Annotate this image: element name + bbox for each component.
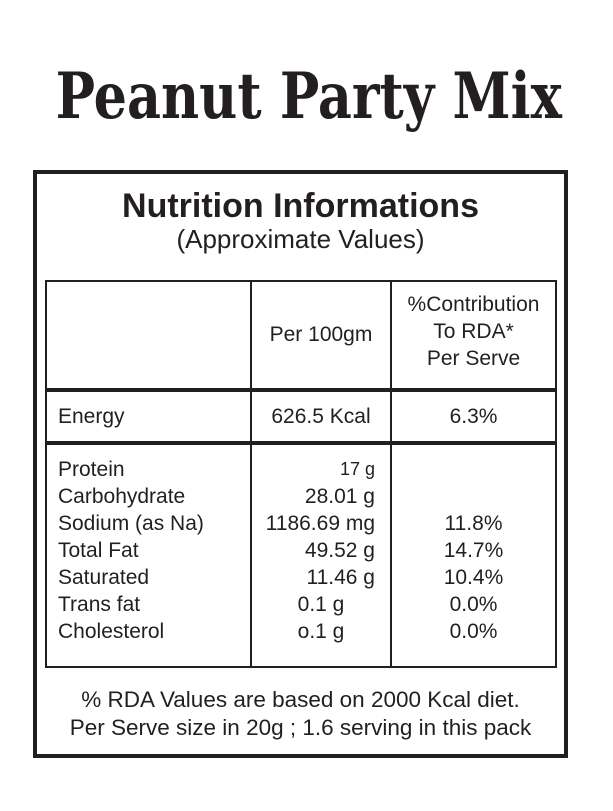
header-rda-cell: %Contribution To RDA* Per Serve <box>392 282 555 388</box>
nutrient-rda-value <box>392 456 555 483</box>
header-rda-line-1: %Contribution <box>407 293 540 316</box>
nutrient-label-column: Protein Carbohydrate Sodium (as Na) Tota… <box>47 445 252 666</box>
footnote: % RDA Values are based on 2000 Kcal diet… <box>37 686 564 742</box>
nutrient-rda-value: 0.0% <box>449 593 498 616</box>
nutrient-rda-value: 14.7% <box>443 539 504 562</box>
nutrient-label: Protein <box>58 458 125 481</box>
nutrient-label: Cholesterol <box>58 620 165 643</box>
nutrient-per100-value: 11.46 g <box>306 566 375 589</box>
header-item-cell <box>47 282 252 388</box>
product-title: Peanut Party Mix <box>0 57 613 137</box>
header-rda-line-3: Per Serve <box>426 347 521 370</box>
nutrient-per100-value: 49.52 g <box>304 539 375 562</box>
energy-per100-value: 626.5 Kcal <box>252 392 392 441</box>
energy-label: Energy <box>47 392 252 441</box>
nutrition-table: Per 100gm %Contribution To RDA* Per Serv… <box>45 280 557 668</box>
energy-rda-value: 6.3% <box>449 404 498 428</box>
nutrient-label: Sodium (as Na) <box>58 512 204 535</box>
nutrient-rda-value: 11.8% <box>444 512 503 535</box>
nutrition-panel: Nutrition Informations (Approximate Valu… <box>33 170 568 758</box>
nutrient-per100-value: o.1 g <box>297 620 345 643</box>
nutrient-rda-value: 0.0% <box>449 620 498 643</box>
nutrient-label: Saturated <box>58 566 150 589</box>
nutrient-rda-value: 10.4% <box>443 566 504 589</box>
nutrient-per100-value: 17 g <box>339 459 375 479</box>
nutrient-per100-column: 17 g 28.01 g 1186.69 mg 49.52 g 11.46 g … <box>252 445 392 666</box>
header-rda-line-2: To RDA* <box>433 320 514 343</box>
footnote-line-1: % RDA Values are based on 2000 Kcal diet… <box>81 687 520 712</box>
energy-row: Energy 626.5 Kcal 6.3% <box>47 392 555 445</box>
panel-heading: Nutrition Informations <box>122 187 479 225</box>
product-title-text: Peanut Party Mix <box>55 59 562 134</box>
header-per100gm-cell: Per 100gm <box>252 282 392 388</box>
nutrient-per100-value: 1186.69 mg <box>265 512 375 535</box>
nutrient-rda-value <box>392 483 555 510</box>
nutrient-rows: Protein Carbohydrate Sodium (as Na) Tota… <box>47 445 555 666</box>
nutrient-rda-column: 11.8% 14.7% 10.4% 0.0% 0.0% <box>392 445 555 666</box>
table-header-row: Per 100gm %Contribution To RDA* Per Serv… <box>47 282 555 392</box>
nutrient-label: Carbohydrate <box>58 485 186 508</box>
footnote-line-2: Per Serve size in 20g ; 1.6 serving in t… <box>69 715 532 740</box>
nutrient-per100-value: 0.1 g <box>297 593 345 616</box>
nutrient-label: Trans fat <box>58 593 141 616</box>
nutrient-label: Total Fat <box>58 539 139 562</box>
nutrient-per100-value: 28.01 g <box>304 485 375 508</box>
panel-subheading: (Approximate Values) <box>176 224 425 254</box>
